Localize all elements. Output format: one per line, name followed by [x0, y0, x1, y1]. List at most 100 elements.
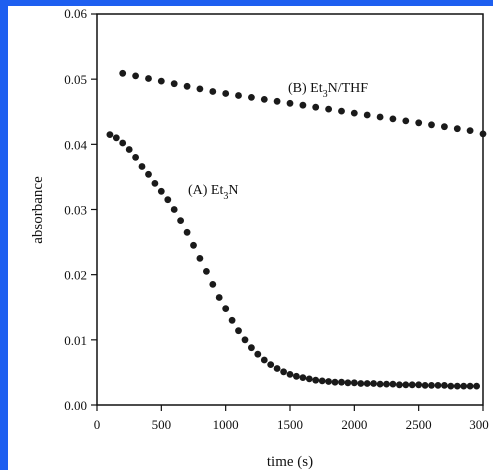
- series-a-point: [235, 327, 242, 335]
- series-a-point: [453, 382, 461, 390]
- series-a-point: [318, 377, 326, 385]
- series-a-point: [408, 381, 416, 389]
- series-b-point: [479, 130, 487, 138]
- series-a-point: [331, 378, 339, 386]
- series-b-point: [389, 115, 397, 123]
- series-a-point: [338, 378, 345, 386]
- y-tick-label: 0.02: [64, 268, 87, 283]
- series-b-point: [286, 99, 294, 107]
- axis-ticks: 0 500 1000 1500 2000 2500 300 0.00 0.01 0.02 0.03 0…: [64, 6, 489, 432]
- series-a-point: [350, 379, 358, 387]
- series-b-point: [222, 90, 230, 97]
- series-a-point: [286, 371, 294, 378]
- series-label-b-suffix: N/THF: [328, 81, 369, 96]
- x-tick-label: 2000: [341, 417, 367, 432]
- series-b-point: [183, 82, 191, 90]
- x-tick-label: 2500: [406, 417, 432, 432]
- series-b-point: [325, 105, 332, 113]
- series-a-point: [248, 344, 255, 352]
- series-a-point: [415, 381, 423, 389]
- x-tick-label: 500: [152, 417, 172, 432]
- series-label-a-sub: 3: [223, 191, 228, 202]
- series-a-point: [460, 382, 468, 390]
- series-b-point: [415, 119, 423, 127]
- y-tick-label: 0.03: [64, 203, 87, 218]
- series-label-b-prefix: (B) Et: [288, 81, 323, 96]
- x-tick-label: 1500: [277, 417, 303, 432]
- series-a-point: [370, 380, 377, 387]
- series-b-point: [170, 80, 178, 88]
- series-a-point: [299, 374, 307, 381]
- series-b-point: [453, 125, 461, 133]
- series-label-a-suffix: N: [228, 183, 238, 198]
- series-b-point: [466, 127, 474, 134]
- series-b-point: [119, 69, 127, 77]
- y-tick-label: 0.06: [64, 6, 87, 21]
- series-a-point: [228, 316, 236, 324]
- series-a-point: [215, 294, 223, 301]
- series-b-point: [441, 123, 448, 131]
- series-a-point: [434, 382, 442, 389]
- series-b-point: [248, 94, 255, 101]
- series-b-point: [299, 101, 307, 109]
- series-b-point: [363, 111, 371, 119]
- series-a-point: [421, 382, 429, 389]
- series-a-point: [280, 368, 287, 376]
- series-b-point: [402, 117, 410, 125]
- y-tick-label: 0.05: [64, 72, 87, 87]
- series-a-point: [273, 365, 281, 372]
- series-a-point: [305, 375, 313, 383]
- series-label-a-prefix: (A) Et: [188, 183, 223, 198]
- series-a-point: [157, 187, 165, 195]
- x-tick-label: 1000: [213, 417, 239, 432]
- series-a-point: [473, 382, 480, 390]
- series-a-point: [106, 131, 114, 139]
- x-tick-label: 0: [94, 417, 101, 432]
- series-a-point: [396, 381, 403, 389]
- series-a-point: [428, 382, 435, 389]
- data-points: [106, 69, 487, 390]
- series-label-a: (A) Et3N: [188, 183, 239, 202]
- series-a-point: [190, 241, 197, 249]
- y-tick-label: 0.04: [64, 137, 87, 152]
- series-label-b: (B) Et3N/THF: [288, 81, 368, 100]
- series-a-point: [293, 372, 300, 380]
- y-tick-label: 0.00: [64, 398, 87, 413]
- series-a-point: [402, 381, 410, 389]
- series-a-point: [241, 336, 249, 344]
- series-a-point: [267, 361, 275, 368]
- series-a-point: [164, 196, 172, 204]
- series-a-point: [151, 180, 159, 187]
- series-a-point: [447, 382, 455, 390]
- plot-area: [96, 13, 484, 406]
- series-b-point: [376, 113, 384, 121]
- y-tick-label: 0.01: [64, 333, 87, 348]
- series-b-point: [196, 85, 204, 93]
- series-b-point: [157, 77, 165, 85]
- series-a-point: [325, 378, 332, 385]
- series-label-b-sub: 3: [323, 89, 328, 100]
- series-a-point: [203, 268, 210, 275]
- series-b-point: [145, 75, 152, 82]
- series-a-point: [466, 382, 474, 390]
- series-b-point: [132, 72, 140, 80]
- series-a-point: [112, 134, 120, 142]
- series-a-point: [222, 305, 230, 312]
- series-a-point: [389, 380, 397, 388]
- series-a-point: [312, 376, 320, 384]
- series-b-point: [338, 107, 345, 115]
- frame-left-bar: [0, 0, 8, 470]
- series-a-point: [138, 163, 146, 170]
- series-a-point: [254, 350, 262, 358]
- series-a-point: [125, 146, 133, 153]
- series-a-point: [119, 139, 127, 147]
- series-a-point: [183, 228, 191, 236]
- series-b-point: [428, 121, 435, 129]
- x-tick-label: 300: [469, 417, 489, 432]
- series-a-point: [441, 382, 448, 389]
- series-b-point: [350, 109, 358, 117]
- x-axis-title: time (s): [267, 454, 313, 470]
- series-a-point: [177, 217, 185, 225]
- series-a-point: [196, 255, 204, 262]
